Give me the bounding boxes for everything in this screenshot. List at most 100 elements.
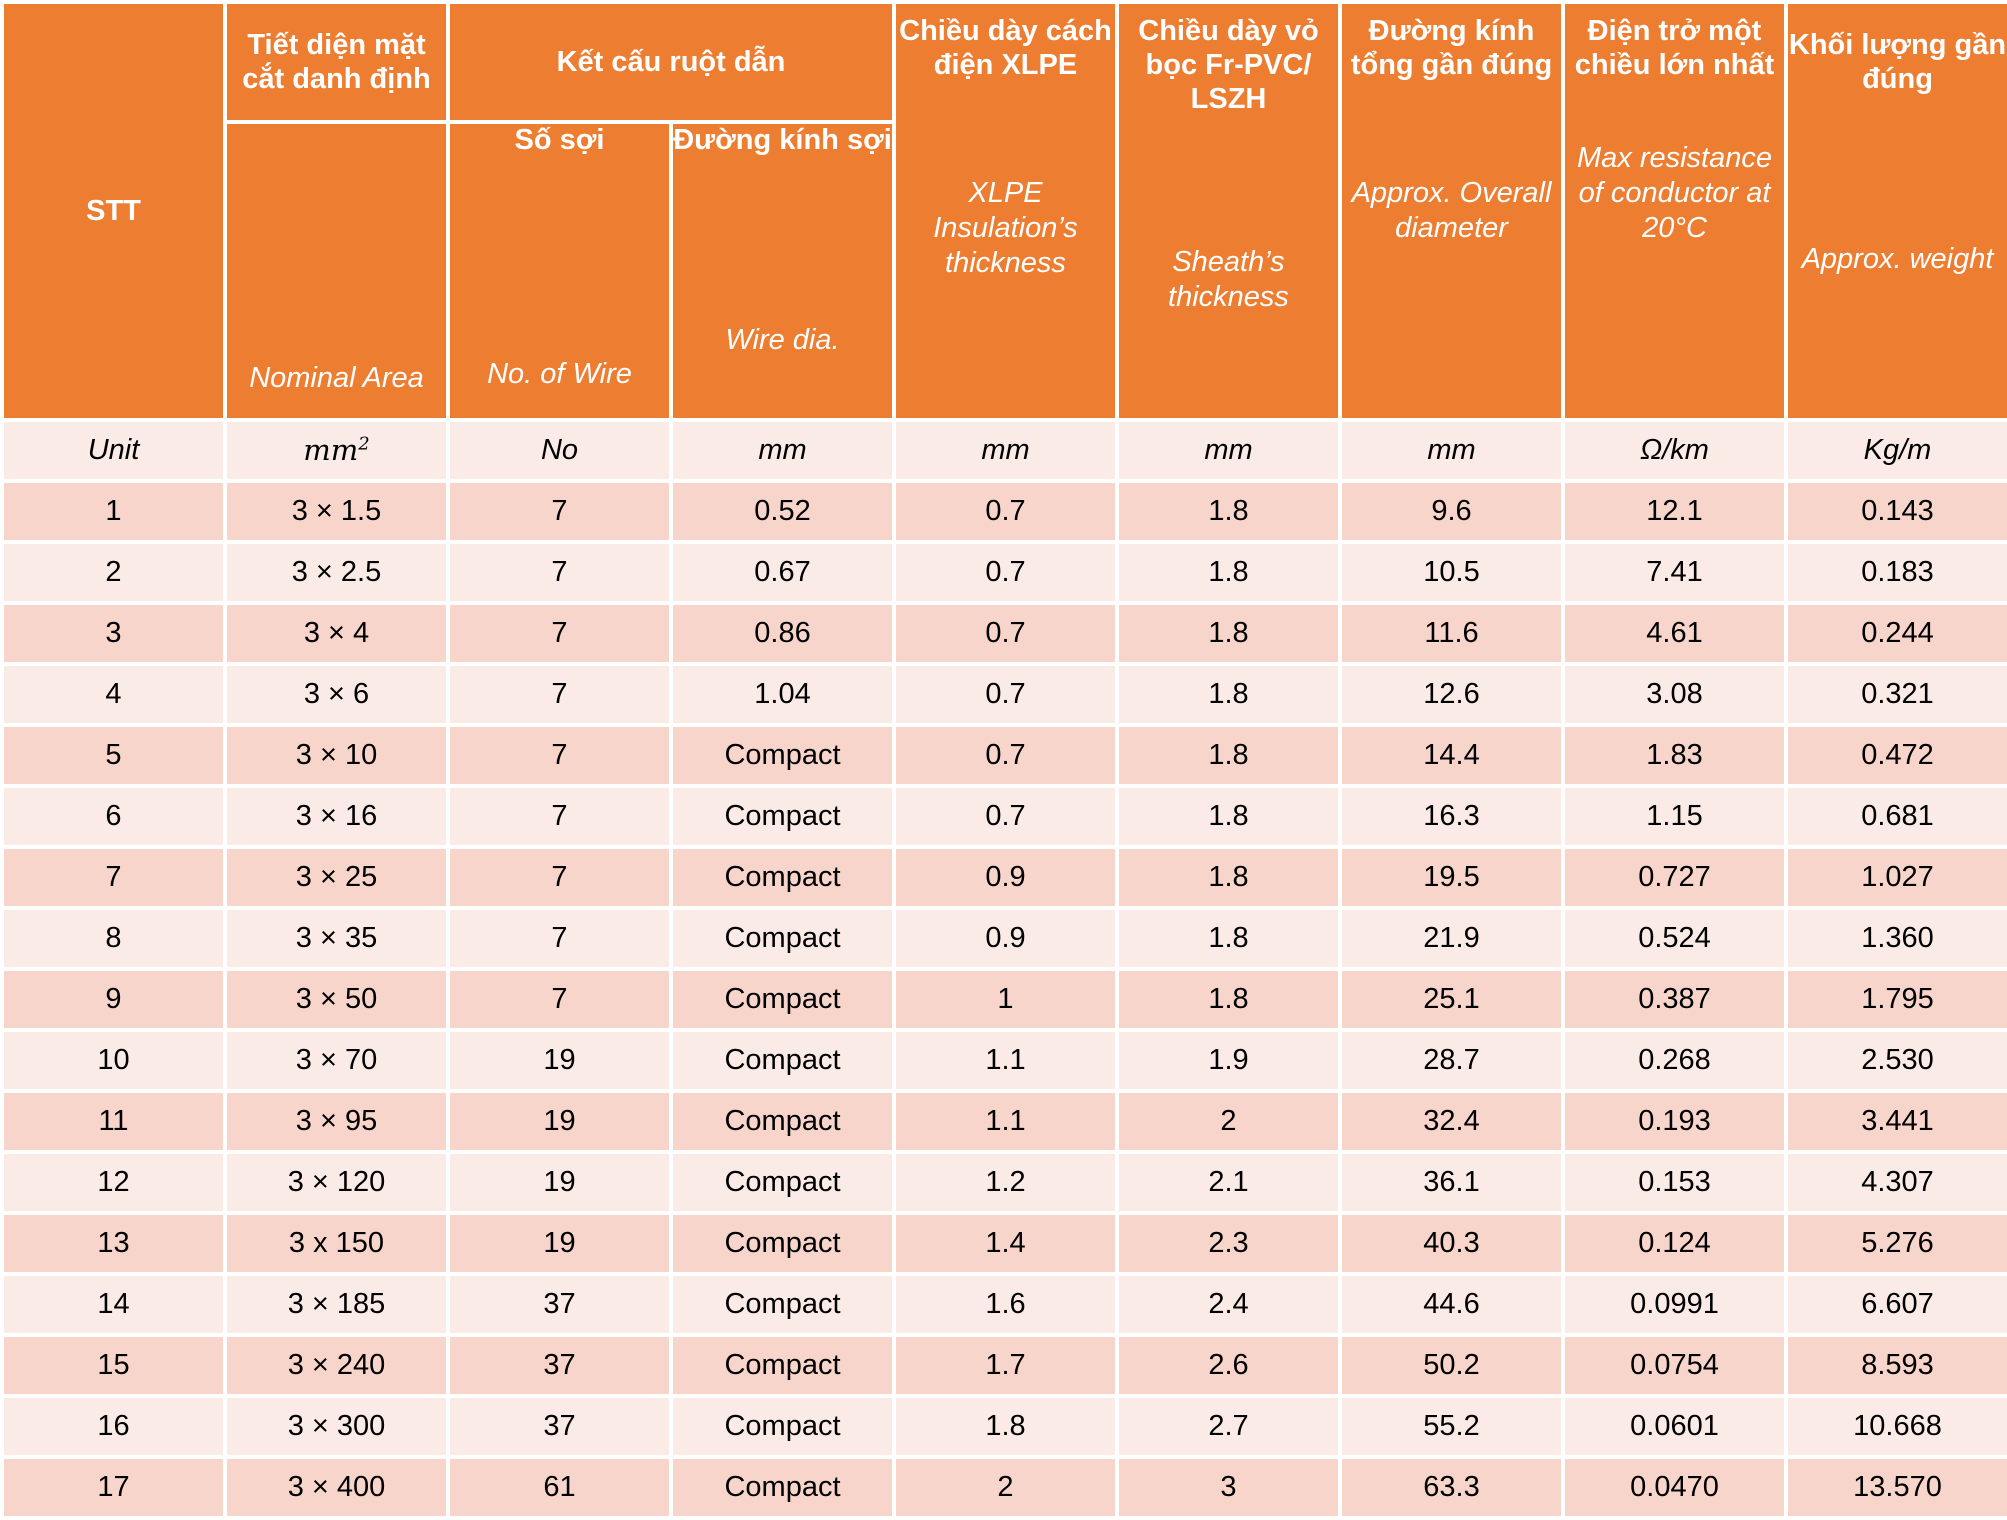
insulation-cell: 1.1: [896, 1093, 1115, 1150]
stt-cell: 12: [4, 1154, 223, 1211]
weight-cell: 1.027: [1788, 849, 2007, 906]
weight-cell: 0.143: [1788, 483, 2007, 540]
unit-row: Unit mm2 No mm mm mm mm Ω/km Kg/m: [4, 422, 2007, 479]
wire-count-cell: 7: [450, 666, 669, 723]
header-conductor: Kết cấu ruột dẫn: [450, 4, 892, 120]
unit-area-base: mm: [303, 433, 359, 467]
weight-cell: 5.276: [1788, 1215, 2007, 1272]
area-cell: 3 × 185: [227, 1276, 446, 1333]
header-area-en: Nominal Area: [249, 362, 424, 394]
diameter-cell: 14.4: [1342, 727, 1561, 784]
diameter-cell: 50.2: [1342, 1337, 1561, 1394]
sheath-cell: 2: [1119, 1093, 1338, 1150]
area-cell: 3 × 25: [227, 849, 446, 906]
header-area: Tiết diện mặt cắt danh định: [227, 4, 446, 120]
resistance-cell: 0.0754: [1565, 1337, 1784, 1394]
wire-count-cell: 7: [450, 971, 669, 1028]
area-cell: 3 × 300: [227, 1398, 446, 1455]
header-diameter-vn: Đường kính tổng gần đúng: [1350, 15, 1553, 81]
stt-cell: 5: [4, 727, 223, 784]
wire-dia-cell: 0.86: [673, 605, 892, 662]
diameter-cell: 55.2: [1342, 1398, 1561, 1455]
unit-insulation: mm: [896, 422, 1115, 479]
wire-dia-cell: Compact: [673, 1215, 892, 1272]
header-wire-no-en: No. of Wire: [487, 358, 632, 390]
header-conductor-vn: Kết cấu ruột dẫn: [556, 45, 786, 78]
resistance-cell: 12.1: [1565, 483, 1784, 540]
header-stt: STT: [4, 4, 223, 418]
diameter-cell: 32.4: [1342, 1093, 1561, 1150]
area-cell: 3 × 2.5: [227, 544, 446, 601]
insulation-cell: 0.7: [896, 788, 1115, 845]
header-diameter-en: Approx. Overall diameter: [1351, 177, 1552, 244]
header-wire-dia-en: Wire dia.: [725, 324, 840, 356]
diameter-cell: 44.6: [1342, 1276, 1561, 1333]
wire-dia-cell: 0.67: [673, 544, 892, 601]
weight-cell: 10.668: [1788, 1398, 2007, 1455]
weight-cell: 0.681: [1788, 788, 2007, 845]
resistance-cell: 3.08: [1565, 666, 1784, 723]
resistance-cell: 0.268: [1565, 1032, 1784, 1089]
insulation-cell: 0.9: [896, 849, 1115, 906]
wire-count-cell: 7: [450, 544, 669, 601]
diameter-cell: 25.1: [1342, 971, 1561, 1028]
stt-cell: 4: [4, 666, 223, 723]
weight-cell: 1.795: [1788, 971, 2007, 1028]
wire-count-cell: 7: [450, 727, 669, 784]
weight-cell: 0.472: [1788, 727, 2007, 784]
header-weight: Khối lượng gần đúng Approx. weight: [1788, 4, 2007, 418]
stt-cell: 9: [4, 971, 223, 1028]
wire-count-cell: 61: [450, 1459, 669, 1516]
weight-cell: 8.593: [1788, 1337, 2007, 1394]
sheath-cell: 1.8: [1119, 544, 1338, 601]
area-cell: 3 × 35: [227, 910, 446, 967]
stt-cell: 6: [4, 788, 223, 845]
header-resistance-vn: Điện trở một chiều lớn nhất: [1574, 15, 1775, 81]
unit-area: mm2: [227, 422, 446, 479]
resistance-cell: 0.124: [1565, 1215, 1784, 1272]
weight-cell: 3.441: [1788, 1093, 2007, 1150]
header-sheath-vn: Chiều dày vỏ bọc Fr-PVC/ LSZH: [1138, 15, 1319, 115]
wire-dia-cell: Compact: [673, 971, 892, 1028]
insulation-cell: 0.9: [896, 910, 1115, 967]
unit-wire-no: No: [450, 422, 669, 479]
stt-cell: 15: [4, 1337, 223, 1394]
sheath-cell: 1.8: [1119, 971, 1338, 1028]
sheath-cell: 2.3: [1119, 1215, 1338, 1272]
stt-cell: 1: [4, 483, 223, 540]
weight-cell: 2.530: [1788, 1032, 2007, 1089]
table-row: 16 3 × 300 37 Compact 1.8 2.7 55.2 0.0601 10.668: [4, 1398, 2007, 1455]
area-cell: 3 × 400: [227, 1459, 446, 1516]
header-sheath: Chiều dày vỏ bọc Fr-PVC/ LSZH Sheath’s t…: [1119, 4, 1338, 418]
wire-count-cell: 7: [450, 483, 669, 540]
unit-diameter: mm: [1342, 422, 1561, 479]
header-weight-en: Approx. weight: [1801, 243, 1994, 275]
unit-wire-dia: mm: [673, 422, 892, 479]
area-cell: 3 × 6: [227, 666, 446, 723]
sheath-cell: 1.8: [1119, 849, 1338, 906]
resistance-cell: 0.524: [1565, 910, 1784, 967]
table-row: 12 3 × 120 19 Compact 1.2 2.1 36.1 0.153 4.307: [4, 1154, 2007, 1211]
insulation-cell: 0.7: [896, 483, 1115, 540]
wire-dia-cell: Compact: [673, 727, 892, 784]
resistance-cell: 0.727: [1565, 849, 1784, 906]
unit-sheath: mm: [1119, 422, 1338, 479]
wire-count-cell: 19: [450, 1215, 669, 1272]
resistance-cell: 7.41: [1565, 544, 1784, 601]
area-cell: 3 × 95: [227, 1093, 446, 1150]
area-cell: 3 × 10: [227, 727, 446, 784]
resistance-cell: 0.387: [1565, 971, 1784, 1028]
weight-cell: 0.321: [1788, 666, 2007, 723]
resistance-cell: 0.153: [1565, 1154, 1784, 1211]
diameter-cell: 21.9: [1342, 910, 1561, 967]
header-area-vn: Tiết diện mặt cắt danh định: [242, 29, 431, 95]
wire-dia-cell: Compact: [673, 1032, 892, 1089]
insulation-cell: 1.1: [896, 1032, 1115, 1089]
header-wire-dia: Đường kính sợi Wire dia.: [673, 124, 892, 418]
header-stt-label: STT: [86, 194, 141, 227]
insulation-cell: 1.7: [896, 1337, 1115, 1394]
